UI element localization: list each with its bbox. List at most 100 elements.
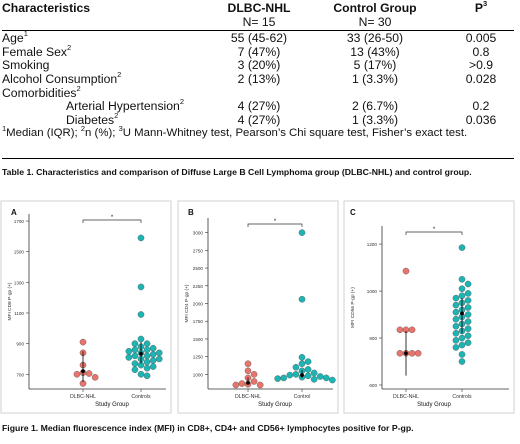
panel-a-letter: A <box>11 208 17 217</box>
panel-b-point-control <box>310 369 318 377</box>
panel-c-point-control <box>452 301 460 309</box>
panel-c-point-control <box>452 308 460 316</box>
panel-a-point-dlbc <box>85 370 93 377</box>
panel-a-x-label: Study Group <box>95 402 129 408</box>
panel-a-point-control <box>149 363 157 370</box>
panel-c-point-control <box>464 325 472 332</box>
panel-a-point-dlbc <box>79 338 87 346</box>
panel-c-x-tick-label: Controls <box>452 394 472 400</box>
panel-b-significance-bracket <box>247 223 303 227</box>
panel-c-point-control <box>464 304 472 311</box>
panel-c-point-control <box>464 290 472 297</box>
panel-b-x-tick-label: DLBC-NHL <box>235 394 261 400</box>
panel-a-y-label: MFI CD8 P-gp (+) <box>7 282 13 320</box>
header-characteristics: Characteristics <box>2 1 91 15</box>
figure-caption: Figure 1. Median fluorescence index (MFI… <box>2 423 414 433</box>
panel-b-y-label: MFI CD4 P-gp (+) <box>184 284 190 322</box>
panel-b-point-control <box>329 376 336 384</box>
panel-b-x-label: Study Group <box>258 402 292 408</box>
panel-b-point-control <box>292 363 300 371</box>
panel-a-y-tick-label: 1500 <box>14 250 25 255</box>
panel-c-point-control <box>458 358 466 365</box>
panel-c-point-dlbc <box>396 326 404 334</box>
panel-c-y-label: MFI CD56 P-gp (+) <box>350 287 356 328</box>
panel-a-point-control <box>149 351 157 358</box>
panel-c-point-dlbc <box>414 349 422 357</box>
panel-c-median-marker <box>460 311 464 316</box>
panel-b-point-dlbc <box>238 380 246 387</box>
panel-c-point-control <box>458 285 466 293</box>
panel-a-y-tick-label: 700 <box>16 372 24 377</box>
panel-b-point-control <box>286 371 294 379</box>
panel-b-point-control <box>310 376 318 383</box>
panel-b-point-control <box>298 360 306 368</box>
panel-b-y-tick-label: 2500 <box>193 266 204 271</box>
panel-b-x-tick-label: Control <box>294 394 311 400</box>
panel-a-point-control <box>137 234 145 242</box>
panel-c-y-tick-label: 600 <box>369 383 377 388</box>
panel-c-x-tick-label: DLBC-NHL <box>393 394 419 400</box>
panel-a-point-control <box>143 346 151 354</box>
table-row: Arterial Hypertension2 4 (27%) 2 (6.7%) … <box>66 97 490 114</box>
panel-b-point-control <box>316 373 324 380</box>
panel-c-frame <box>343 200 515 414</box>
table-subheader-row: N= 15 N= 30 <box>2 14 514 30</box>
panel-a-point-control <box>131 366 139 373</box>
panel-b-y-tick-label: 3000 <box>193 231 204 236</box>
panel-c-point-control <box>452 322 460 330</box>
panel-c-y-tick-label: 1000 <box>367 289 378 294</box>
panel-c-y-tick-label: 800 <box>369 336 377 341</box>
panel-a-y-tick-label: 1100 <box>14 311 24 316</box>
panel-c-point-dlbc <box>408 349 416 357</box>
panel-a-point-control <box>143 358 151 366</box>
panel-c-point-control <box>458 334 466 342</box>
panel-a-point-control <box>125 354 133 361</box>
panel-a-median-marker <box>139 351 143 356</box>
panel-c-point-control <box>452 344 460 351</box>
panel-a-point-control <box>137 370 145 378</box>
panel-a-point-control <box>149 357 157 364</box>
panel-b-letter: B <box>188 208 194 217</box>
panel-b-point-control <box>304 372 312 380</box>
panel-b-y-tick-label: 1250 <box>193 355 204 360</box>
panel-a-y-tick-label: 1700 <box>14 219 25 224</box>
panel-b-point-control <box>274 375 281 382</box>
panel-b-median-marker <box>300 373 304 377</box>
subheader-control-n: N= 30 <box>358 14 392 29</box>
panel-c-significance-label: * <box>433 227 436 233</box>
panel-b-significance-label: * <box>274 219 277 225</box>
panel-c-point-control <box>458 292 466 300</box>
panel-c-median-marker <box>404 351 408 356</box>
panel-c-point-dlbc <box>408 326 416 334</box>
panel-b-median-marker <box>246 380 250 385</box>
panel-a-point-control <box>143 364 151 372</box>
table-divider <box>2 30 514 31</box>
panel-a-median-marker <box>81 369 85 374</box>
panel-c-point-control <box>464 280 472 288</box>
table-row: Age1 55 (45-62) 33 (26-50) 0.005 <box>2 29 497 46</box>
panel-b-point-control <box>323 374 330 382</box>
panel-b-point-control <box>280 374 288 382</box>
panel-c-point-control <box>464 297 472 304</box>
panel-b-point-control <box>292 371 300 378</box>
panel-a-point-control <box>149 344 157 352</box>
panel-a-significance-label: * <box>111 215 114 221</box>
panel-b-point-control <box>304 358 312 365</box>
table-bottom-rule <box>2 158 514 159</box>
panel-b-y-tick-label: 2000 <box>193 302 204 307</box>
panel-c-point-control <box>464 318 472 325</box>
panel-a-point-control <box>143 372 151 380</box>
table-row: Smoking 3 (20%) 5 (17%) >0.9 <box>2 58 494 73</box>
panel-c-x-label: Study Group <box>417 402 451 408</box>
panel-a-point-dlbc <box>91 374 99 381</box>
table-caption: Table 1. Characteristics and comparison … <box>2 167 472 177</box>
panel-b-point-control <box>298 229 306 236</box>
figure-panels: A 700 900 1100 1300 1500 1700 MFI CD8 P-gp (+) D… <box>0 200 515 414</box>
panel-a-point-control <box>143 352 151 360</box>
table-header-row: Characteristics DLBC-NHL Control Group P… <box>2 0 514 16</box>
panel-b-y-tick-label: 2250 <box>193 284 204 289</box>
panel-a-point-control <box>137 335 145 343</box>
panel-c-point-control <box>458 351 466 358</box>
panel-a-point-control <box>131 352 139 360</box>
panel-a-point-control <box>143 340 151 347</box>
